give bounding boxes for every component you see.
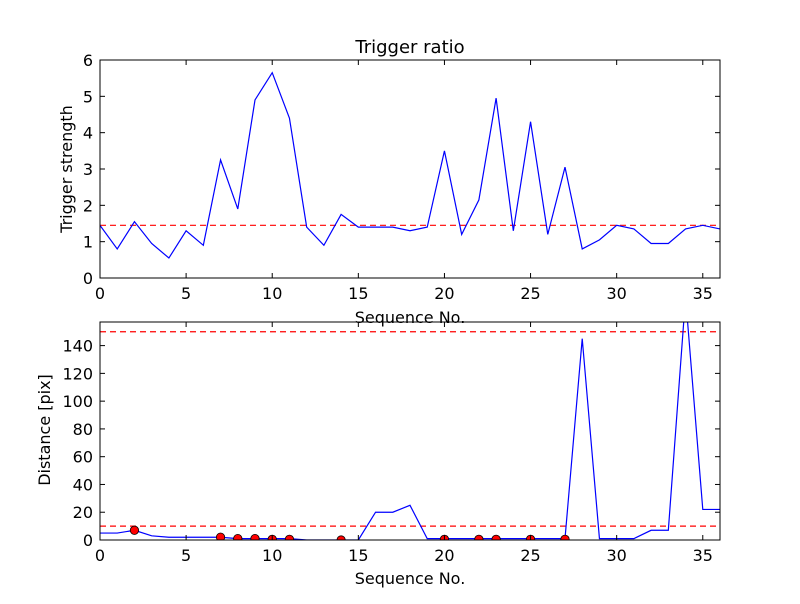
x-axis-label: Sequence No. (355, 308, 466, 327)
data-point-marker (560, 534, 570, 540)
y-tick-label: 60 (73, 448, 93, 467)
series-line (100, 322, 720, 540)
y-tick-label: 1 (83, 233, 93, 252)
y-tick-label: 4 (83, 124, 93, 143)
y-tick-label: 40 (73, 475, 93, 494)
y-axis-label: Trigger strength (57, 105, 76, 234)
data-point-marker (284, 534, 295, 540)
x-tick-label: 10 (262, 284, 282, 303)
plot-area (100, 71, 720, 259)
x-tick-label: 15 (348, 284, 368, 303)
x-tick-label: 30 (606, 284, 626, 303)
data-point-marker (129, 525, 140, 535)
y-tick-label: 5 (83, 87, 93, 106)
data-point-marker (491, 534, 501, 540)
chart-title: Trigger ratio (354, 37, 464, 58)
y-tick-label: 6 (83, 51, 93, 70)
x-tick-label: 15 (348, 546, 368, 565)
y-tick-label: 0 (83, 269, 93, 288)
plot-frame (99, 321, 721, 541)
y-tick-label: 0 (83, 531, 93, 550)
x-tick-label: 30 (606, 546, 626, 565)
y-tick-label: 100 (62, 392, 93, 411)
y-tick-label: 120 (62, 364, 93, 383)
y-tick-label: 80 (73, 420, 93, 439)
x-tick-label: 35 (693, 546, 713, 565)
x-tick-label: 25 (520, 546, 540, 565)
x-tick-label: 0 (95, 284, 105, 303)
y-tick-label: 2 (83, 196, 93, 215)
x-tick-label: 0 (95, 546, 105, 565)
data-point-marker (233, 534, 243, 540)
x-tick-label: 20 (434, 546, 454, 565)
data-point-marker (215, 532, 226, 540)
y-tick-label: 20 (73, 503, 93, 522)
plot-area (100, 322, 720, 540)
data-point-marker (250, 534, 260, 540)
data-point-marker (474, 534, 484, 540)
x-tick-label: 25 (520, 284, 540, 303)
x-tick-label: 5 (181, 284, 191, 303)
y-tick-label: 140 (62, 337, 93, 356)
x-axis-label: Sequence No. (355, 569, 466, 588)
plot-frame (99, 59, 721, 279)
series-line (100, 71, 720, 259)
y-tick-label: 3 (83, 160, 93, 179)
x-tick-label: 10 (262, 546, 282, 565)
y-axis-label: Distance [pix] (35, 374, 54, 486)
x-tick-label: 35 (693, 284, 713, 303)
x-tick-label: 20 (434, 284, 454, 303)
x-tick-label: 5 (181, 546, 191, 565)
